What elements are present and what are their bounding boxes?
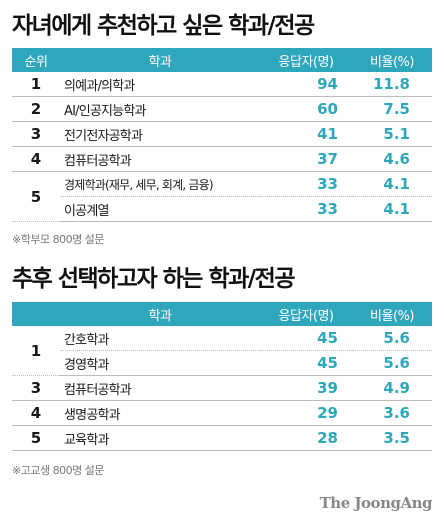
pct-cell: 4.9	[352, 375, 432, 401]
count-cell: 29	[260, 400, 352, 426]
header-rank	[12, 302, 60, 326]
pct-cell: 4.1	[352, 196, 432, 222]
pct-cell: 11.8	[352, 72, 432, 97]
count-cell: 94	[260, 72, 352, 97]
count-cell: 60	[260, 96, 352, 122]
table-row: 1 간호학과 45 5.6	[12, 326, 432, 376]
major-cell: 경제학과(재무, 세무, 회계, 금융)	[60, 171, 260, 197]
table-row: 3 전기전자공학과 41 5.1	[12, 121, 432, 147]
survey-note-students: ※고교생 800명 설문	[12, 464, 104, 477]
major-cell: 이공계열	[60, 196, 260, 222]
rank-cell: 5	[12, 171, 60, 222]
table-students-choice: 학과 응답자(명) 비율(%) 1 간호학과 45 5.6 경영학과 45 5.…	[12, 302, 432, 451]
count-cell: 41	[260, 121, 352, 147]
rank-cell: 4	[12, 146, 60, 172]
rank-cell: 4	[12, 400, 60, 426]
pct-cell: 3.5	[352, 425, 432, 451]
major-cell: 경영학과	[60, 350, 260, 376]
header-count: 응답자(명)	[260, 48, 352, 72]
count-cell: 45	[260, 350, 352, 376]
major-cell: AI/인공지능학과	[60, 96, 260, 122]
rank-cell: 3	[12, 375, 60, 401]
major-cell: 교육학과	[60, 425, 260, 451]
count-cell: 39	[260, 375, 352, 401]
rank-cell: 5	[12, 425, 60, 451]
table-row: 4 컴퓨터공학과 37 4.6	[12, 146, 432, 172]
major-cell: 컴퓨터공학과	[60, 146, 260, 172]
major-cell: 간호학과	[60, 326, 260, 351]
table-parents-recommend: 순위 학과 응답자(명) 비율(%) 1 의예과/의학과 94 11.8 2 A…	[12, 48, 432, 222]
table-row: 4 생명공학과 29 3.6	[12, 400, 432, 426]
major-cell: 생명공학과	[60, 400, 260, 426]
count-cell: 28	[260, 425, 352, 451]
major-cell: 컴퓨터공학과	[60, 375, 260, 401]
pct-cell: 5.6	[352, 326, 432, 351]
header-major: 학과	[60, 48, 260, 72]
pct-cell: 5.1	[352, 121, 432, 147]
count-cell: 33	[260, 171, 352, 197]
major-cell: 의예과/의학과	[60, 72, 260, 97]
count-cell: 33	[260, 196, 352, 222]
table-row: 경영학과 45 5.6	[12, 350, 432, 376]
rank-cell: 1	[12, 72, 60, 97]
pct-cell: 7.5	[352, 96, 432, 122]
major-cell: 전기전자공학과	[60, 121, 260, 147]
survey-note-parents: ※학부모 800명 설문	[12, 233, 104, 246]
header-pct: 비율(%)	[352, 302, 432, 326]
table-header-row: 순위 학과 응답자(명) 비율(%)	[12, 48, 432, 72]
count-cell: 37	[260, 146, 352, 172]
table-row: 이공계열 33 4.1	[12, 196, 432, 222]
pct-cell: 4.1	[352, 171, 432, 197]
table-row: 2 AI/인공지능학과 60 7.5	[12, 96, 432, 122]
publisher-credit: The JoongAng	[319, 494, 433, 512]
header-major: 학과	[60, 302, 260, 326]
header-rank: 순위	[12, 48, 60, 72]
rank-cell: 2	[12, 96, 60, 122]
count-cell: 45	[260, 326, 352, 351]
pct-cell: 4.6	[352, 146, 432, 172]
rank-cell: 1	[12, 326, 60, 376]
pct-cell: 5.6	[352, 350, 432, 376]
table-row: 1 의예과/의학과 94 11.8	[12, 72, 432, 97]
header-count: 응답자(명)	[260, 302, 352, 326]
table-row: 5 경제학과(재무, 세무, 회계, 금융) 33 4.1	[12, 171, 432, 222]
chart-title-parents: 자녀에게 추천하고 싶은 학과/전공	[12, 13, 315, 39]
table-row: 5 교육학과 28 3.5	[12, 425, 432, 451]
table-header-row: 학과 응답자(명) 비율(%)	[12, 302, 432, 326]
rank-cell: 3	[12, 121, 60, 147]
pct-cell: 3.6	[352, 400, 432, 426]
chart-title-students: 추후 선택하고자 하는 학과/전공	[12, 266, 296, 292]
header-pct: 비율(%)	[352, 48, 432, 72]
table-row: 3 컴퓨터공학과 39 4.9	[12, 375, 432, 401]
